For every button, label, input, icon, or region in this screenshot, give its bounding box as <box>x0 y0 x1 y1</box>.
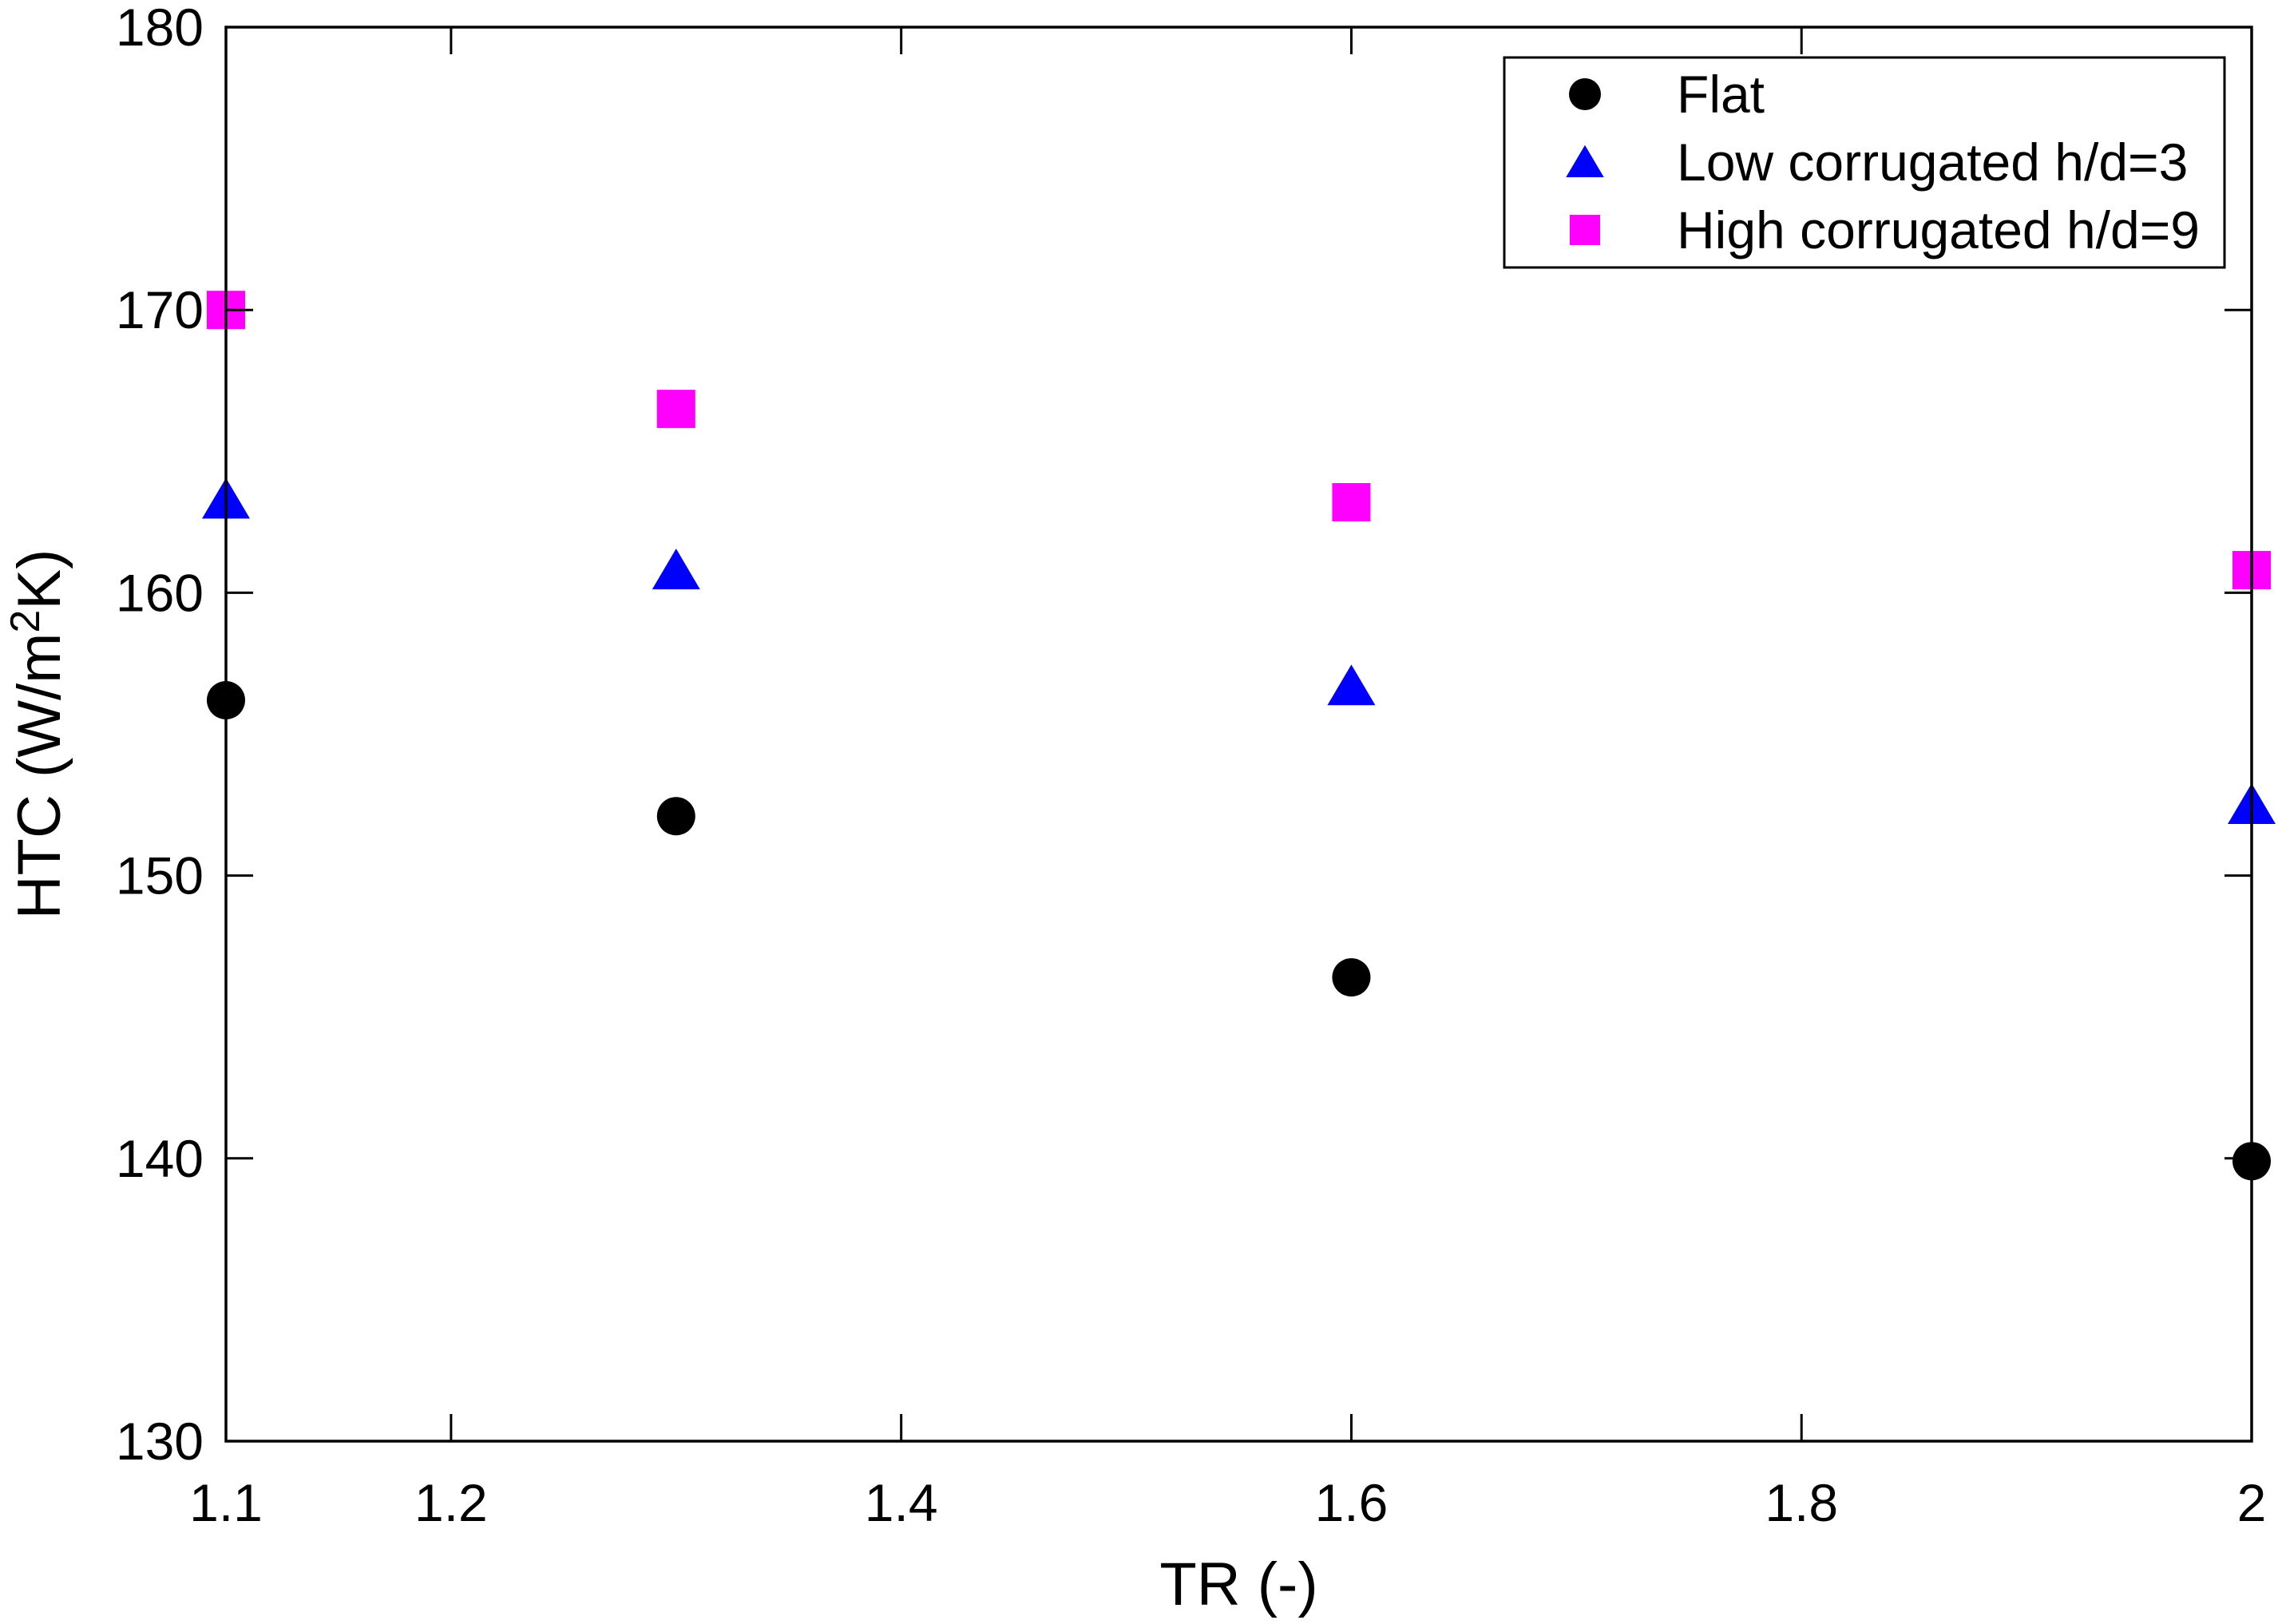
legend-marker-low-corrugated-h-d-3 <box>1566 145 1604 177</box>
data-point-high-corrugated-h-d-9-2 <box>1332 483 1371 522</box>
legend: Flat Low corrugated h/d=3 High corrugated … <box>1503 56 2226 269</box>
data-point-low-corrugated-h-d-3-2 <box>1327 664 1376 706</box>
x-tick-label: 1.8 <box>1765 1473 1838 1532</box>
legend-label: Low corrugated h/d=3 <box>1677 133 2188 192</box>
x-tick-label: 1.1 <box>189 1473 263 1532</box>
series-flat <box>207 680 2271 1181</box>
data-point-low-corrugated-h-d-3-1 <box>652 549 700 590</box>
legend-item-low-corrugated-h-d-3: Low corrugated h/d=3 <box>1566 133 2188 192</box>
legend-label: Flat <box>1677 65 1765 124</box>
data-point-flat-2 <box>1332 958 1371 997</box>
y-tick-label: 150 <box>116 846 204 905</box>
legend-label: High corrugated h/d=9 <box>1677 200 2200 259</box>
plot-border <box>224 26 2253 1443</box>
x-axis-label: TR (-) <box>1159 1551 1317 1618</box>
legend-marker-flat <box>1569 78 1601 110</box>
series-low-corrugated-h-d-3 <box>202 477 2276 825</box>
y-tick-label: 130 <box>116 1412 204 1471</box>
legend-marker-high-corrugated-h-d-9 <box>1570 215 1600 245</box>
y-tick-label: 170 <box>116 280 204 339</box>
y-axis-label: HTC (W/m2K) <box>2 549 73 920</box>
y-tick-label: 160 <box>116 563 204 622</box>
y-tick-label: 180 <box>116 0 204 57</box>
data-point-flat-1 <box>656 797 695 836</box>
legend-item-flat: Flat <box>1569 65 1765 124</box>
x-tick-label: 1.6 <box>1315 1473 1389 1532</box>
legend-box <box>1503 56 2226 269</box>
axis-ticks <box>224 26 2253 1443</box>
legend-item-high-corrugated-h-d-9: High corrugated h/d=9 <box>1570 200 2200 259</box>
data-point-high-corrugated-h-d-9-1 <box>656 390 695 429</box>
x-tick-label: 1.2 <box>414 1473 488 1532</box>
series-high-corrugated-h-d-9 <box>207 291 2271 590</box>
x-tick-label: 1.4 <box>865 1473 938 1532</box>
x-tick-label: 2 <box>2237 1473 2267 1532</box>
y-tick-label: 140 <box>116 1129 204 1188</box>
